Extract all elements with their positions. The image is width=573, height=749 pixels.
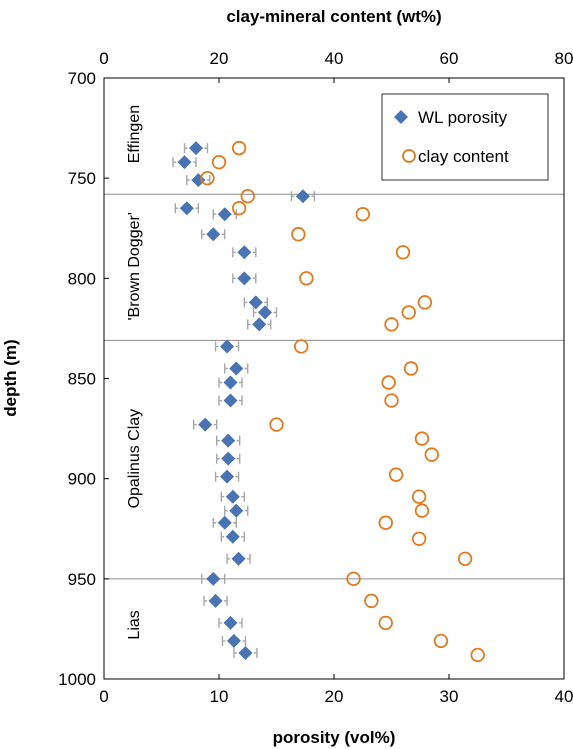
y-tick-label: 1000 (58, 670, 96, 689)
x2-tick-label: 80 (555, 49, 573, 68)
clay-content-point (231, 201, 247, 216)
marker-layer (177, 140, 485, 663)
x-tick-label: 10 (210, 687, 229, 706)
wl-porosity-point (231, 551, 246, 566)
wl-porosity-point (220, 339, 235, 354)
y-axis-title: depth (m) (1, 339, 20, 416)
clay-content-point (355, 207, 370, 222)
clay-content-point (211, 154, 227, 170)
wl-porosity-point (223, 375, 238, 390)
wl-porosity-point (248, 295, 263, 310)
legend-diamond-icon (394, 110, 408, 124)
clay-content-point (395, 245, 411, 260)
tick-layer: 0 10 20 30 40 0 20 40 60 80 700 750 800 850 900 950 1000 (58, 49, 573, 706)
wl-porosity-point (221, 433, 236, 448)
clay-content-point (411, 489, 427, 504)
x2-tick-label: 40 (325, 49, 344, 68)
unit-label: Effingen (126, 105, 143, 163)
x2-tick-label: 0 (99, 49, 108, 68)
y-tick-label: 900 (68, 470, 96, 489)
wl-porosity-point (221, 451, 236, 466)
wl-porosity-point (237, 271, 252, 286)
wl-porosity-point (295, 189, 310, 204)
clay-content-point (417, 295, 433, 310)
wl-porosity-point (226, 633, 241, 648)
unit-label: Lias (126, 610, 143, 639)
y-tick-label: 800 (68, 269, 96, 288)
clay-content-point (388, 467, 404, 482)
legend-label-clay-content: clay content (418, 147, 509, 166)
clay-content-point (291, 227, 306, 242)
wl-porosity-point (217, 515, 232, 530)
wl-porosity-point (229, 361, 244, 376)
wl-porosity-point (189, 141, 203, 156)
unit-label-layer: Effingen 'Brown Dogger' Opalinus Clay Lias (126, 105, 143, 640)
clay-content-point (269, 417, 284, 432)
wl-porosity-point (252, 317, 267, 332)
unit-label: Opalinus Clay (126, 409, 143, 509)
wl-porosity-point (238, 645, 253, 660)
wl-porosity-point (220, 469, 235, 484)
x2-tick-label: 60 (440, 49, 459, 68)
wl-porosity-point (206, 227, 221, 242)
wl-porosity-point (208, 593, 223, 608)
x2-axis-title: clay-mineral content (wt%) (226, 7, 441, 26)
error-bar-layer (172, 143, 316, 658)
clay-content-point (411, 531, 427, 546)
y-tick-label: 700 (68, 69, 96, 88)
clay-content-point (299, 271, 314, 286)
x2-tick-label: 20 (210, 49, 229, 68)
wl-porosity-point (217, 207, 232, 222)
legend-box (381, 93, 549, 181)
clay-content-point (424, 447, 439, 462)
wl-porosity-point (177, 155, 192, 170)
wl-porosity-point (258, 305, 272, 320)
clay-content-point (294, 339, 309, 354)
clay-content-point (433, 633, 449, 649)
wl-porosity-point (206, 571, 221, 586)
legend-circle-icon (402, 149, 416, 163)
wl-porosity-point (229, 503, 244, 518)
legend-label-wl-porosity: WL porosity (418, 108, 508, 127)
legend: WL porosity clay content (381, 93, 549, 181)
wl-porosity-point (225, 529, 240, 544)
clay-content-point (231, 140, 247, 156)
clay-content-point (240, 188, 255, 204)
wl-porosity-point (198, 417, 213, 432)
clay-content-point (378, 615, 393, 631)
x-tick-label: 0 (99, 687, 108, 706)
wl-porosity-point (223, 615, 238, 630)
clay-content-point (364, 593, 379, 609)
clay-content-point (200, 170, 215, 186)
wl-porosity-point (179, 201, 194, 216)
x-tick-label: 30 (440, 687, 459, 706)
y-tick-label: 950 (68, 570, 96, 589)
unit-boundary-layer (104, 193, 564, 580)
wl-porosity-point (223, 393, 238, 408)
unit-label: 'Brown Dogger' (126, 212, 143, 320)
clay-content-point (346, 571, 361, 587)
clay-content-point (403, 361, 419, 376)
clay-content-point (381, 375, 396, 390)
wl-porosity-point (237, 245, 252, 260)
clay-content-point (378, 515, 393, 530)
clay-content-point (384, 317, 399, 332)
clay-content-point (401, 305, 416, 320)
clay-content-point (384, 393, 399, 408)
x-tick-label: 40 (555, 687, 573, 706)
clay-content-point (414, 503, 430, 518)
clay-content-point (457, 551, 473, 567)
x-axis-title: porosity (vol%) (273, 728, 396, 747)
y-tick-label: 850 (68, 370, 96, 389)
x-tick-label: 20 (325, 687, 344, 706)
clay-content-point (414, 431, 430, 446)
clay-content-point (470, 647, 485, 663)
wl-porosity-point (225, 489, 240, 504)
wl-porosity-point (191, 173, 206, 188)
y-tick-label: 750 (68, 169, 96, 188)
